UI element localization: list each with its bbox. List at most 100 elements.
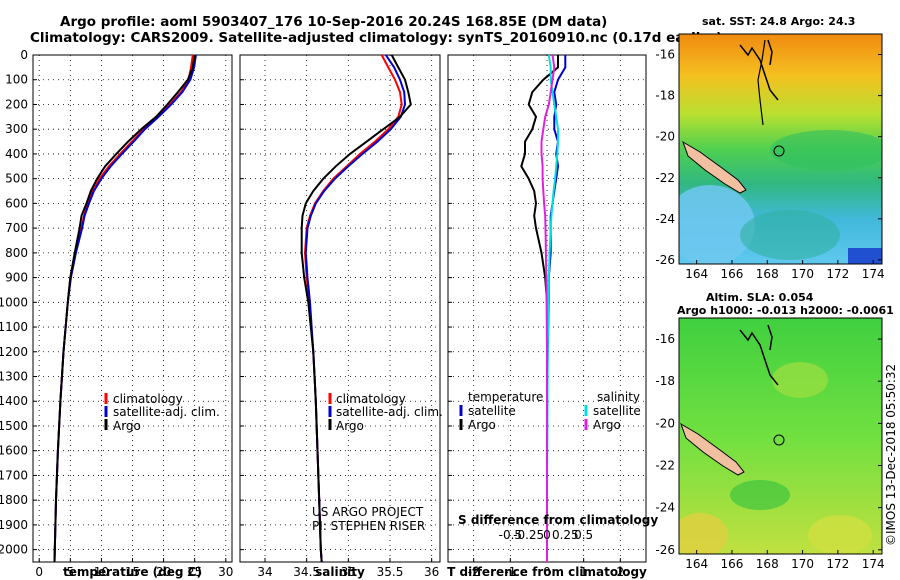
legend-argo: Argo: [113, 419, 141, 433]
x-tick-label: -2: [468, 565, 480, 579]
map-y-tick-label: -18: [655, 89, 675, 103]
map-y-tick-label: -20: [655, 416, 675, 430]
temperature-panel: 0100200300400500600700800900100011001200…: [0, 48, 233, 579]
x-tick-label: 2: [617, 565, 625, 579]
legend-satellite-adj-s: satellite-adj. clim.: [336, 405, 443, 419]
map-y-tick-label: -26: [655, 253, 675, 267]
y-tick-label: 100: [5, 73, 28, 87]
difference-panel: -2 -1 0 1 2T difference from climatology: [447, 54, 647, 579]
x-tick-label: 20: [156, 565, 171, 579]
salinity-panel: 34 34.5 35 35.5 36 salinity: [239, 54, 441, 579]
x-tick-label: 5: [66, 565, 74, 579]
x-tick-label: 0: [35, 565, 43, 579]
sla-blob-4: [730, 480, 790, 510]
y-tick-label: 1300: [0, 370, 28, 384]
map-x-tick-label: 164: [685, 557, 708, 571]
s-difference-ticks: -0.5-0.250 0.250.5: [499, 528, 594, 542]
credit-line-2: PI: STEPHEN RISER: [312, 519, 425, 533]
s-diff-tick-label: -0.5: [499, 528, 522, 542]
title-line-2: Climatology: CARS2009. Satellite-adjuste…: [30, 30, 722, 46]
credit-line-1: US ARGO PROJECT: [312, 505, 424, 519]
sla-map: [679, 318, 882, 554]
new-caledonia-bottom: [680, 422, 745, 476]
sla-map-frame: [678, 317, 883, 555]
title-line-1: Argo profile: aoml 5903407_176 10-Sep-20…: [60, 14, 607, 30]
map-y-tick-label: -18: [655, 374, 675, 388]
sst-blob-blue: [848, 248, 882, 264]
legend-climatology: climatology: [113, 392, 183, 406]
map-y-tick-label: -26: [655, 543, 675, 557]
y-tick-label: 600: [5, 196, 28, 210]
s-difference-label: S difference from climatology: [458, 513, 658, 527]
map-y-tick-label: -22: [655, 171, 675, 185]
sla-blob-3: [772, 362, 828, 398]
salinity-legend: climatology satellite-adj. clim. Argo US…: [312, 392, 443, 533]
s-diff-tick-label: 0.25: [552, 528, 579, 542]
map-y-tick-label: -16: [655, 48, 675, 62]
y-tick-label: 1100: [0, 320, 28, 334]
y-tick-label: 1500: [0, 419, 28, 433]
map-y-tick-label: -22: [655, 459, 675, 473]
x-tick-label: 30: [218, 565, 233, 579]
series-line: [53, 54, 196, 563]
legend-argo-s2: Argo: [593, 418, 621, 432]
map-x-tick-label: 174: [862, 267, 885, 281]
y-tick-label: 400: [5, 147, 28, 161]
map-x-tick-label: 164: [685, 267, 708, 281]
new-caledonia-top: [682, 140, 747, 194]
x-tick-label: 15: [125, 565, 140, 579]
legend-argo-t: Argo: [468, 418, 496, 432]
map-y-tick-label: -24: [655, 501, 675, 515]
legend-temperature-heading: temperature: [468, 390, 543, 404]
sla-map-axes: 164 166 168 170 172 174 -16 -18 -20 -22 -24 -26: [655, 332, 884, 571]
sst-map-axes: 164 166 168 170 172 174 -16 -18 -20 -22 -24 -26: [655, 48, 884, 281]
map-y-tick-label: -24: [655, 212, 675, 226]
argo-marker-bottom: [773, 434, 785, 446]
x-axis-label: T difference from climatology: [447, 565, 647, 579]
s-diff-tick-label: 0.5: [574, 528, 593, 542]
map-x-tick-label: 168: [756, 557, 779, 571]
sla-field: [679, 318, 882, 554]
map-y-tick-label: -16: [655, 332, 675, 346]
y-tick-label: 1800: [0, 493, 28, 507]
map-top-title: sat. SST: 24.8 Argo: 24.3: [702, 15, 855, 28]
x-tick-label: 35: [341, 565, 356, 579]
map-x-tick-label: 170: [791, 557, 814, 571]
y-tick-label: 1600: [0, 444, 28, 458]
argo-marker-top: [773, 145, 785, 157]
y-tick-label: 500: [5, 172, 28, 186]
x-tick-label: 0: [543, 565, 551, 579]
legend-satellite-adj: satellite-adj. clim.: [113, 405, 220, 419]
timestamp-stamp: ©IMOS 13-Dec-2018 05:50:32: [884, 364, 898, 546]
series-line: [540, 54, 556, 562]
vanuatu-coast-bottom: [739, 324, 779, 386]
x-axis-label: salinity: [315, 565, 365, 579]
map-x-tick-label: 166: [721, 557, 744, 571]
y-tick-label: 1000: [0, 295, 28, 309]
map-y-tick-label: -20: [655, 130, 675, 144]
map-x-tick-label: 166: [721, 267, 744, 281]
y-tick-label: 1700: [0, 468, 28, 482]
x-tick-label: 34: [257, 565, 272, 579]
legend-argo-s: Argo: [336, 419, 364, 433]
x-tick-label: 34.5: [293, 565, 320, 579]
argo-track-top: [757, 39, 766, 126]
s-diff-tick-label: 0: [543, 528, 551, 542]
x-tick-label: 1: [580, 565, 588, 579]
map-bottom-title-1: Altim. SLA: 0.054: [706, 291, 814, 304]
x-tick-label: 10: [94, 565, 109, 579]
plot-frame: [32, 54, 233, 563]
y-tick-label: 1900: [0, 518, 28, 532]
sst-blob-green: [770, 130, 882, 170]
legend-salinity-heading: salinity: [597, 390, 640, 404]
legend-sat-s: satellite: [593, 404, 641, 418]
sst-blob-cool: [679, 185, 755, 264]
y-tick-label: 300: [5, 122, 28, 136]
plot-frame: [239, 54, 441, 563]
difference-legend: temperature salinity satellite Argo sate…: [458, 390, 658, 542]
y-tick-label: 2000: [0, 543, 28, 557]
y-tick-label: 700: [5, 221, 28, 235]
y-tick-label: 1400: [0, 394, 28, 408]
y-tick-label: 0: [20, 48, 28, 62]
